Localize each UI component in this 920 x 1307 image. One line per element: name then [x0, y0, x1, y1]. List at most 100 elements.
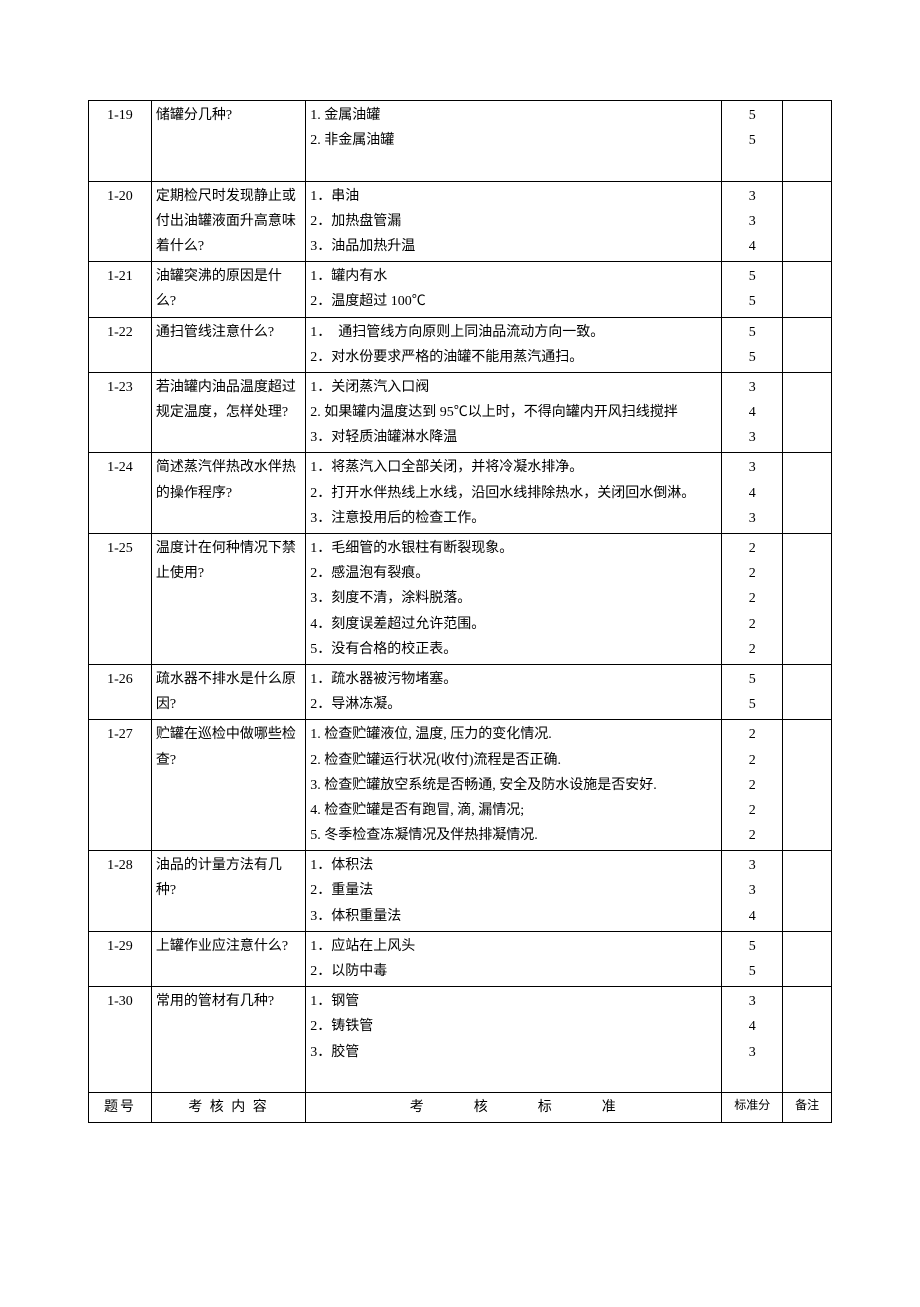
table-header-row: 题号考 核 内 容考 核 标 准标准分备注: [89, 1092, 832, 1122]
note-cell: [783, 851, 832, 932]
row-number: 1-23: [89, 372, 152, 453]
score-line: 5: [726, 128, 778, 153]
answer-line: 3．注意投用后的检查工作。: [310, 506, 717, 531]
answer-cell: 1．体积法2．重量法3．体积重量法: [306, 851, 722, 932]
score-cell: 55: [722, 262, 783, 317]
score-line: 2: [726, 612, 778, 637]
score-cell: 343: [722, 987, 783, 1093]
answer-line: 4．刻度误差超过允许范围。: [310, 612, 717, 637]
answer-line: 1．疏水器被污物堵塞。: [310, 667, 717, 692]
score-line: 5: [726, 264, 778, 289]
score-line: 2: [726, 823, 778, 848]
answer-line: 3. 检查贮罐放空系统是否畅通, 安全及防水设施是否安好.: [310, 773, 717, 798]
answer-line: 2．导淋冻凝。: [310, 692, 717, 717]
answer-cell: 1．将蒸汽入口全部关闭，并将冷凝水排净。2．打开水伴热线上水线，沿回水线排除热水…: [306, 453, 722, 534]
score-line: 4: [726, 481, 778, 506]
header-note: 备注: [783, 1092, 832, 1122]
score-line: 2: [726, 536, 778, 561]
row-number: 1-28: [89, 851, 152, 932]
answer-line: 1．体积法: [310, 853, 717, 878]
answer-cell: 1. 金属油罐2. 非金属油罐: [306, 101, 722, 182]
table-row: 1-24简述蒸汽伴热改水伴热的操作程序?1．将蒸汽入口全部关闭，并将冷凝水排净。…: [89, 453, 832, 534]
answer-line: 1．将蒸汽入口全部关闭，并将冷凝水排净。: [310, 455, 717, 480]
answer-line: 3．胶管: [310, 1040, 717, 1065]
row-number: 1-21: [89, 262, 152, 317]
question-cell: 油罐突沸的原因是什么?: [151, 262, 305, 317]
note-cell: [783, 453, 832, 534]
score-line: 2: [726, 561, 778, 586]
row-number: 1-22: [89, 317, 152, 372]
answer-line: 1. 检查贮罐液位, 温度, 压力的变化情况.: [310, 722, 717, 747]
score-cell: 22222: [722, 720, 783, 851]
score-line: 2: [726, 722, 778, 747]
score-line: 5: [726, 692, 778, 717]
answer-line: 1．钢管: [310, 989, 717, 1014]
table-row: 1-30常用的管材有几种?1．钢管2．铸铁管3．胶管 343: [89, 987, 832, 1093]
score-cell: 55: [722, 664, 783, 719]
row-number: 1-25: [89, 534, 152, 665]
score-line: 5: [726, 289, 778, 314]
table-row: 1-26疏水器不排水是什么原因?1．疏水器被污物堵塞。2．导淋冻凝。55: [89, 664, 832, 719]
row-number: 1-20: [89, 181, 152, 262]
row-number: 1-24: [89, 453, 152, 534]
question-cell: 若油罐内油品温度超过规定温度，怎样处理?: [151, 372, 305, 453]
header-question: 考 核 内 容: [151, 1092, 305, 1122]
question-cell: 贮罐在巡检中做哪些检查?: [151, 720, 305, 851]
score-line: 3: [726, 1040, 778, 1065]
score-line: 3: [726, 989, 778, 1014]
answer-cell: 1．毛细管的水银柱有断裂现象。2．感温泡有裂痕。3．刻度不清，涂料脱落。4．刻度…: [306, 534, 722, 665]
header-score: 标准分: [722, 1092, 783, 1122]
table-row: 1-21油罐突沸的原因是什么?1．罐内有水2．温度超过 100℃55: [89, 262, 832, 317]
score-line: 4: [726, 904, 778, 929]
answer-line: 1．罐内有水: [310, 264, 717, 289]
answer-cell: 1. 检查贮罐液位, 温度, 压力的变化情况.2. 检查贮罐运行状况(收付)流程…: [306, 720, 722, 851]
answer-cell: 1．罐内有水2．温度超过 100℃: [306, 262, 722, 317]
question-cell: 定期检尺时发现静止或付出油罐液面升高意味着什么?: [151, 181, 305, 262]
table-row: 1-25温度计在何种情况下禁止使用?1．毛细管的水银柱有断裂现象。2．感温泡有裂…: [89, 534, 832, 665]
row-number: 1-19: [89, 101, 152, 182]
score-line: 3: [726, 853, 778, 878]
answer-line: 3．对轻质油罐淋水降温: [310, 425, 717, 450]
answer-line: 2．重量法: [310, 878, 717, 903]
score-line: 2: [726, 748, 778, 773]
score-cell: 343: [722, 372, 783, 453]
table-row: 1-23若油罐内油品温度超过规定温度，怎样处理?1．关闭蒸汽入口阀2. 如果罐内…: [89, 372, 832, 453]
question-cell: 上罐作业应注意什么?: [151, 931, 305, 986]
score-line: 3: [726, 506, 778, 531]
score-cell: 334: [722, 181, 783, 262]
score-line: 3: [726, 209, 778, 234]
answer-cell: 1．应站在上风头2．以防中毒: [306, 931, 722, 986]
score-line: 5: [726, 320, 778, 345]
question-cell: 通扫管线注意什么?: [151, 317, 305, 372]
row-number: 1-27: [89, 720, 152, 851]
answer-line: 3．油品加热升温: [310, 234, 717, 259]
answer-line: 5．没有合格的校正表。: [310, 637, 717, 662]
answer-line: 1．毛细管的水银柱有断裂现象。: [310, 536, 717, 561]
score-line: 2: [726, 586, 778, 611]
score-cell: 55: [722, 101, 783, 182]
answer-line: 3．刻度不清，涂料脱落。: [310, 586, 717, 611]
score-line: 2: [726, 798, 778, 823]
note-cell: [783, 262, 832, 317]
score-line: 3: [726, 878, 778, 903]
note-cell: [783, 720, 832, 851]
note-cell: [783, 664, 832, 719]
note-cell: [783, 534, 832, 665]
score-line: 4: [726, 400, 778, 425]
note-cell: [783, 987, 832, 1093]
score-line: 3: [726, 455, 778, 480]
score-cell: 343: [722, 453, 783, 534]
answer-line: 3．体积重量法: [310, 904, 717, 929]
table-row: 1-20定期检尺时发现静止或付出油罐液面升高意味着什么?1．串油2．加热盘管漏3…: [89, 181, 832, 262]
note-cell: [783, 372, 832, 453]
answer-line: 1． 通扫管线方向原则上同油品流动方向一致。: [310, 320, 717, 345]
answer-cell: 1．疏水器被污物堵塞。2．导淋冻凝。: [306, 664, 722, 719]
score-line: 3: [726, 184, 778, 209]
row-number: 1-26: [89, 664, 152, 719]
score-cell: 22222: [722, 534, 783, 665]
answer-line: 2．感温泡有裂痕。: [310, 561, 717, 586]
question-cell: 常用的管材有几种?: [151, 987, 305, 1093]
answer-line: 1．关闭蒸汽入口阀: [310, 375, 717, 400]
score-line: 2: [726, 637, 778, 662]
score-line: 4: [726, 1014, 778, 1039]
